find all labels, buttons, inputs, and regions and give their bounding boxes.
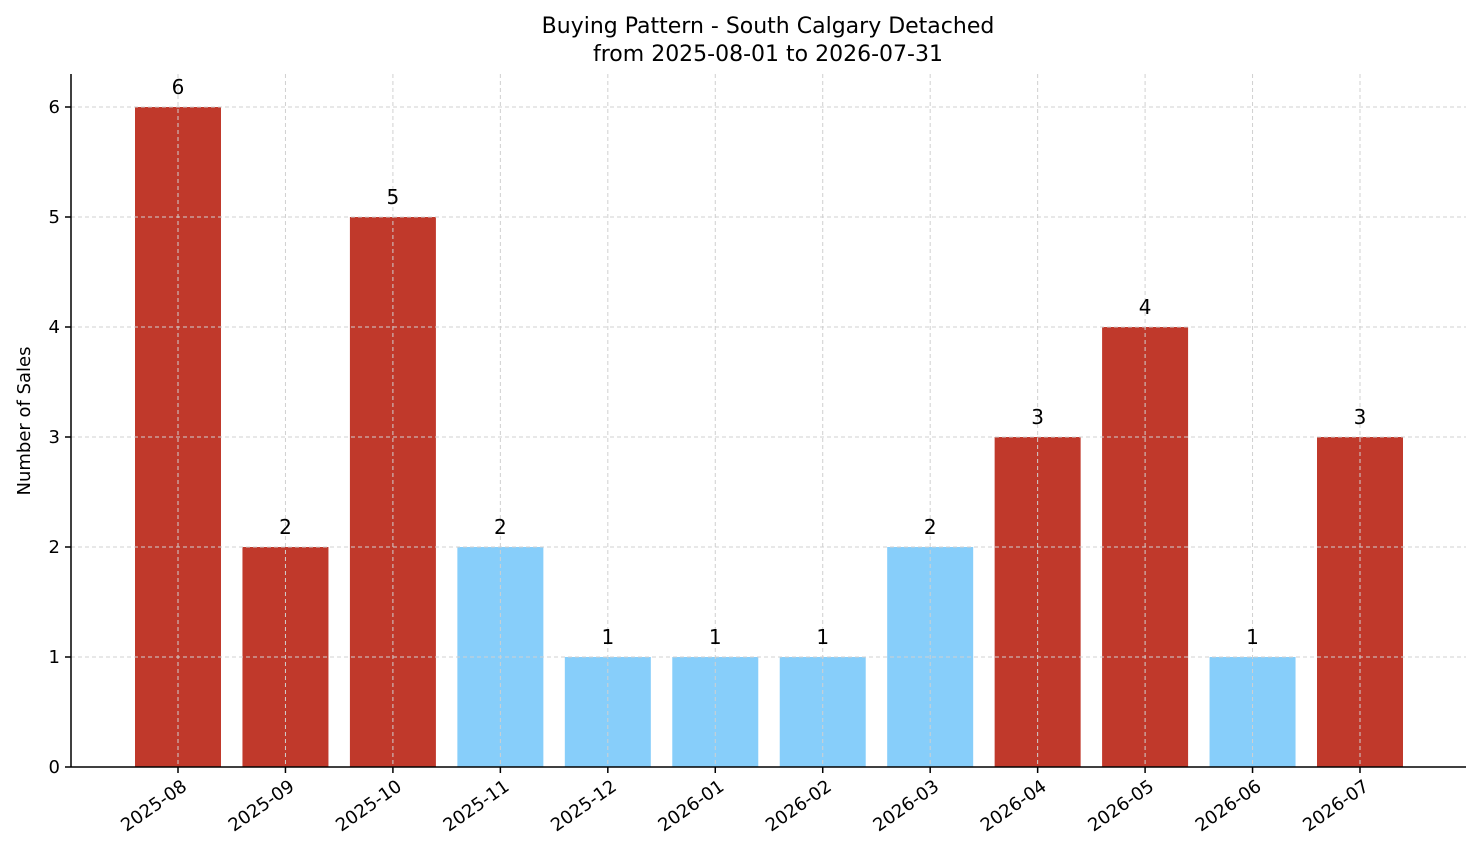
x-tick-label-2026-01: 2026-01 — [654, 776, 728, 836]
data-label-2025-11: 2 — [494, 515, 507, 539]
chart-title: Buying Pattern - South Calgary Detached — [542, 14, 995, 39]
data-label-2026-05: 4 — [1139, 295, 1152, 319]
data-label-2026-02: 1 — [816, 625, 829, 649]
x-ticks-layer: 2025-08 2025-09 2025-10 2025-11 2025-12 2026-… — [117, 767, 1373, 836]
x-tick-label-2026-05: 2026-05 — [1084, 776, 1158, 836]
y-ticks-layer: 0 1 2 3 4 5 6 — [49, 97, 71, 778]
y-tick-label: 4 — [49, 317, 60, 338]
data-label-2026-07: 3 — [1354, 405, 1367, 429]
y-axis-label: Number of Sales — [14, 346, 35, 495]
data-label-2025-12: 1 — [601, 625, 614, 649]
data-label-2025-10: 5 — [387, 185, 400, 209]
data-label-2026-03: 2 — [924, 515, 937, 539]
chart-subtitle: from 2025-08-01 to 2026-07-31 — [593, 42, 943, 67]
data-label-2025-08: 6 — [172, 75, 185, 99]
x-tick-label-2026-02: 2026-02 — [762, 776, 836, 836]
data-label-2026-06: 1 — [1246, 625, 1259, 649]
x-tick-label-2025-12: 2025-12 — [547, 776, 621, 836]
y-tick-label: 0 — [49, 757, 60, 778]
axes-layer — [70, 74, 1466, 768]
x-tick-label-2026-04: 2026-04 — [977, 776, 1051, 836]
y-tick-label: 3 — [49, 427, 60, 448]
x-tick-label-2026-03: 2026-03 — [869, 776, 943, 836]
x-tick-label-2026-07: 2026-07 — [1299, 776, 1373, 836]
y-tick-label: 5 — [49, 207, 60, 228]
x-tick-label-2025-11: 2025-11 — [440, 776, 514, 836]
x-tick-label-2026-06: 2026-06 — [1192, 776, 1266, 836]
data-label-2026-04: 3 — [1031, 405, 1044, 429]
y-tick-label: 6 — [49, 97, 60, 118]
data-labels-layer: 6 2 5 2 1 1 1 2 3 4 1 3 — [172, 75, 1367, 649]
x-tick-label-2025-10: 2025-10 — [332, 776, 406, 836]
data-label-2026-01: 1 — [709, 625, 722, 649]
x-tick-label-2025-08: 2025-08 — [117, 776, 191, 836]
y-tick-label: 2 — [49, 537, 60, 558]
x-tick-label-2025-09: 2025-09 — [225, 776, 299, 836]
data-label-2025-09: 2 — [279, 515, 292, 539]
y-tick-label: 1 — [49, 647, 60, 668]
